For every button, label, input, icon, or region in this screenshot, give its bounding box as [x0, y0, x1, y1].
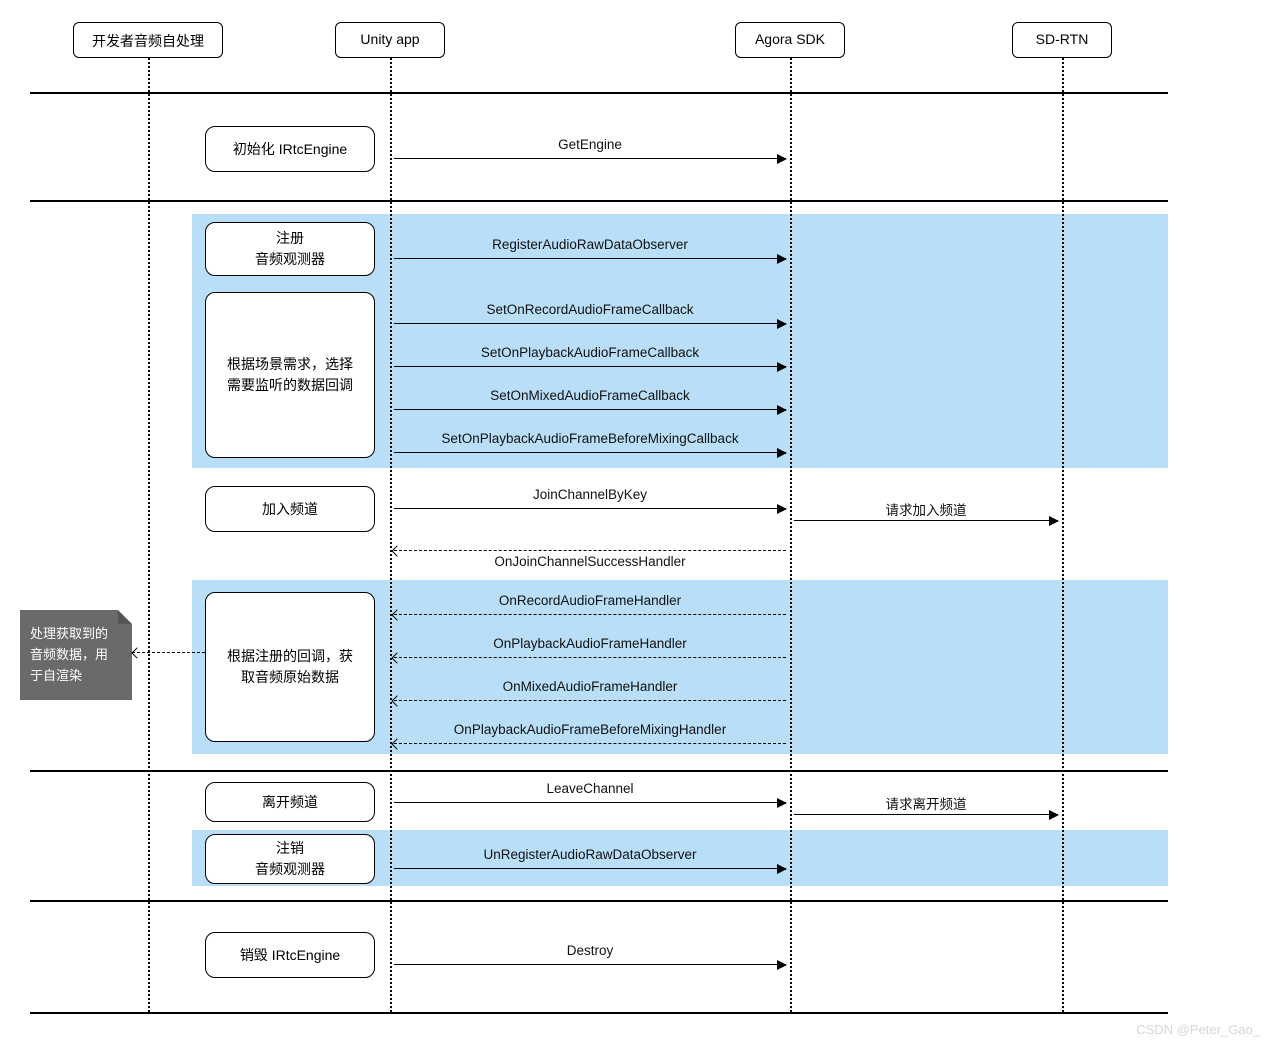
phase-label: 根据场景需求，选择 需要监听的数据回调 [227, 354, 353, 396]
section-divider [30, 1012, 1168, 1014]
lifeline [790, 58, 792, 1012]
participant-label: SD-RTN [1036, 31, 1089, 47]
note-box: 处理获取到的音频数据，用于自渲染 [20, 610, 132, 700]
watermark: CSDN @Peter_Gao_ [1136, 1022, 1260, 1037]
note-text: 处理获取到的 [30, 624, 122, 645]
message-line [394, 657, 786, 658]
phase-box: 初始化 IRtcEngine [205, 126, 375, 172]
message-label: OnMixedAudioFrameHandler [503, 679, 678, 694]
arrowhead-icon [777, 362, 787, 372]
message-label: GetEngine [558, 137, 622, 152]
participant-box: SD-RTN [1012, 22, 1112, 58]
message-label: 请求加入频道 [886, 499, 967, 519]
message-label: SetOnMixedAudioFrameCallback [490, 388, 690, 403]
participant-box: 开发者音频自处理 [73, 22, 223, 58]
message-line [394, 452, 786, 453]
message-line [394, 700, 786, 701]
message-label: OnPlaybackAudioFrameHandler [493, 636, 687, 651]
participant-label: 开发者音频自处理 [92, 33, 204, 49]
phase-box: 注销 音频观测器 [205, 834, 375, 884]
message-line [394, 323, 786, 324]
phase-box: 销毁 IRtcEngine [205, 932, 375, 978]
message-label: Destroy [567, 943, 614, 958]
participant-box: Unity app [335, 22, 445, 58]
phase-label: 离开频道 [262, 792, 318, 813]
message-label: OnRecordAudioFrameHandler [499, 593, 681, 608]
section-divider [30, 92, 1168, 94]
message-line [394, 258, 786, 259]
phase-box: 离开频道 [205, 782, 375, 822]
phase-label: 加入频道 [262, 499, 318, 520]
message-line [394, 508, 786, 509]
message-label: SetOnPlaybackAudioFrameBeforeMixingCallb… [441, 431, 738, 446]
arrowhead-icon [777, 960, 787, 970]
lifeline [390, 58, 392, 1012]
message-line [794, 814, 1058, 815]
message-label: UnRegisterAudioRawDataObserver [483, 847, 696, 862]
phase-label: 注册 音频观测器 [255, 228, 325, 270]
message-label: RegisterAudioRawDataObserver [492, 237, 688, 252]
message-label: SetOnPlaybackAudioFrameCallback [481, 345, 699, 360]
message-line [394, 409, 786, 410]
note-connector [132, 652, 205, 653]
phase-label: 注销 音频观测器 [255, 838, 325, 880]
participant-box: Agora SDK [735, 22, 845, 58]
note-fold-icon [118, 610, 132, 624]
phase-label: 根据注册的回调，获 取音频原始数据 [227, 646, 353, 688]
section-divider [30, 900, 1168, 902]
message-label: OnPlaybackAudioFrameBeforeMixingHandler [454, 722, 726, 737]
arrowhead-icon [131, 647, 142, 658]
phase-box: 加入频道 [205, 486, 375, 532]
message-label: SetOnRecordAudioFrameCallback [486, 302, 693, 317]
sequence-diagram: 开发者音频自处理 Unity app Agora SDK SD-RTN 初始化 IRtc… [0, 0, 1280, 1043]
message-label: 请求离开频道 [886, 793, 967, 813]
note-text: 于自渲染 [30, 666, 122, 687]
message-line [394, 614, 786, 615]
arrowhead-icon [777, 405, 787, 415]
arrowhead-icon [777, 448, 787, 458]
message-line [394, 802, 786, 803]
phase-label: 销毁 IRtcEngine [240, 945, 340, 966]
participant-label: Unity app [360, 31, 419, 47]
lifeline [1062, 58, 1064, 1012]
arrowhead-icon [777, 798, 787, 808]
arrowhead-icon [777, 254, 787, 264]
phase-label: 初始化 IRtcEngine [233, 139, 347, 160]
arrowhead-icon [391, 545, 402, 556]
section-divider [30, 770, 1168, 772]
message-line [394, 366, 786, 367]
message-label: LeaveChannel [546, 781, 633, 796]
lifeline [148, 58, 150, 1012]
section-divider [30, 200, 1168, 202]
message-label: OnJoinChannelSuccessHandler [494, 554, 685, 569]
message-line [794, 520, 1058, 521]
phase-box: 注册 音频观测器 [205, 222, 375, 276]
message-line [394, 743, 786, 744]
note-text: 音频数据，用 [30, 645, 122, 666]
message-line [394, 550, 786, 551]
arrowhead-icon [777, 319, 787, 329]
phase-box: 根据注册的回调，获 取音频原始数据 [205, 592, 375, 742]
message-line [394, 964, 786, 965]
message-label: JoinChannelByKey [533, 487, 647, 502]
arrowhead-icon [1049, 516, 1059, 526]
message-line [394, 158, 786, 159]
arrowhead-icon [777, 504, 787, 514]
arrowhead-icon [777, 154, 787, 164]
message-line [394, 868, 786, 869]
phase-box: 根据场景需求，选择 需要监听的数据回调 [205, 292, 375, 458]
arrowhead-icon [777, 864, 787, 874]
participant-label: Agora SDK [755, 31, 825, 47]
arrowhead-icon [1049, 810, 1059, 820]
